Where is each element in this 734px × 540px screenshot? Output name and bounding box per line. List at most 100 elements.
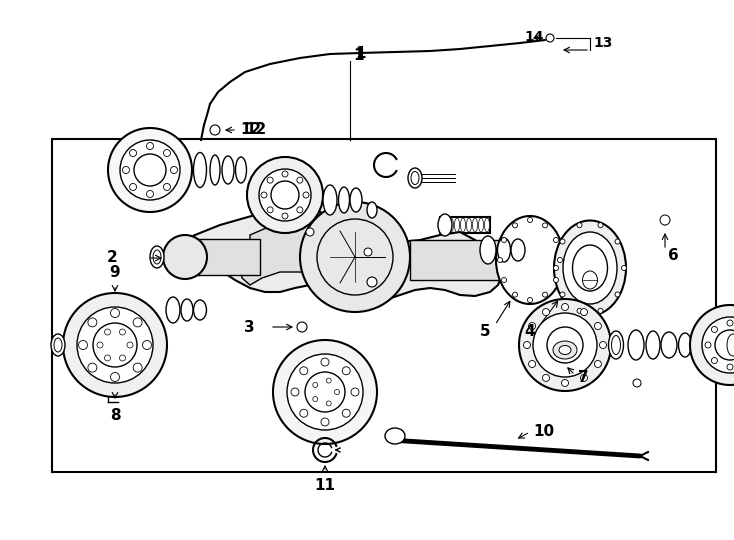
Ellipse shape [153, 250, 161, 264]
Circle shape [261, 192, 267, 198]
Circle shape [342, 409, 350, 417]
Ellipse shape [194, 152, 206, 187]
Ellipse shape [323, 185, 337, 215]
Circle shape [133, 363, 142, 372]
Circle shape [104, 355, 111, 361]
Ellipse shape [194, 300, 206, 320]
Circle shape [259, 169, 311, 221]
Circle shape [577, 308, 582, 313]
Circle shape [542, 223, 548, 228]
Circle shape [77, 307, 153, 383]
Circle shape [306, 228, 314, 236]
Text: 11: 11 [314, 478, 335, 493]
Ellipse shape [222, 156, 234, 184]
Circle shape [581, 308, 587, 315]
Ellipse shape [678, 333, 691, 357]
Circle shape [282, 213, 288, 219]
Ellipse shape [411, 172, 419, 185]
Circle shape [660, 215, 670, 225]
Ellipse shape [54, 338, 62, 352]
Circle shape [108, 128, 192, 212]
Circle shape [598, 308, 603, 313]
Ellipse shape [438, 214, 452, 236]
Circle shape [63, 293, 167, 397]
Circle shape [291, 388, 299, 396]
Circle shape [297, 322, 307, 332]
Circle shape [690, 305, 734, 385]
Circle shape [553, 238, 559, 242]
Circle shape [528, 218, 532, 222]
Circle shape [577, 222, 582, 228]
Circle shape [305, 372, 345, 412]
Text: 7: 7 [578, 370, 589, 386]
Circle shape [299, 409, 308, 417]
Circle shape [93, 323, 137, 367]
Ellipse shape [448, 218, 454, 232]
Circle shape [711, 357, 717, 363]
Ellipse shape [467, 218, 471, 232]
Circle shape [273, 340, 377, 444]
Circle shape [553, 266, 559, 271]
Ellipse shape [210, 155, 220, 185]
Ellipse shape [385, 428, 405, 444]
Circle shape [519, 299, 611, 391]
Circle shape [282, 171, 288, 177]
Ellipse shape [408, 168, 422, 188]
Text: 12: 12 [240, 122, 261, 137]
Circle shape [528, 322, 536, 329]
Circle shape [297, 207, 303, 213]
Circle shape [512, 223, 517, 228]
Circle shape [501, 238, 506, 242]
Polygon shape [175, 208, 502, 302]
Ellipse shape [511, 239, 525, 261]
Circle shape [247, 157, 323, 233]
Circle shape [633, 379, 641, 387]
Circle shape [600, 341, 606, 348]
Circle shape [287, 354, 363, 430]
Circle shape [560, 292, 565, 297]
Circle shape [595, 361, 601, 368]
Text: 9: 9 [109, 265, 120, 280]
Circle shape [335, 389, 340, 395]
Ellipse shape [628, 330, 644, 360]
Circle shape [364, 248, 372, 256]
Ellipse shape [367, 202, 377, 218]
Text: 10: 10 [533, 424, 554, 440]
Circle shape [129, 150, 137, 157]
Circle shape [297, 177, 303, 183]
Circle shape [164, 150, 170, 157]
Circle shape [111, 373, 120, 381]
Circle shape [542, 292, 548, 297]
Circle shape [523, 341, 531, 348]
Ellipse shape [608, 331, 623, 359]
Ellipse shape [611, 335, 620, 354]
Circle shape [79, 341, 87, 349]
Ellipse shape [350, 188, 362, 212]
Text: 8: 8 [109, 408, 120, 423]
Circle shape [546, 34, 554, 42]
Circle shape [321, 418, 329, 426]
Circle shape [553, 278, 559, 282]
Circle shape [210, 125, 220, 135]
Circle shape [164, 184, 170, 191]
Polygon shape [240, 218, 395, 285]
Circle shape [299, 367, 308, 375]
Ellipse shape [236, 157, 247, 183]
Circle shape [127, 342, 133, 348]
Ellipse shape [708, 335, 720, 355]
Circle shape [581, 374, 587, 381]
Circle shape [528, 361, 536, 368]
Circle shape [547, 327, 583, 363]
Ellipse shape [480, 236, 496, 264]
Circle shape [129, 184, 137, 191]
Ellipse shape [661, 332, 677, 358]
Bar [52, 139, 716, 472]
Circle shape [271, 181, 299, 209]
Circle shape [142, 341, 151, 349]
Circle shape [528, 298, 532, 302]
Bar [410, 240, 500, 280]
Text: 4: 4 [524, 325, 535, 340]
Circle shape [120, 140, 180, 200]
Circle shape [300, 202, 410, 312]
Circle shape [111, 308, 120, 318]
